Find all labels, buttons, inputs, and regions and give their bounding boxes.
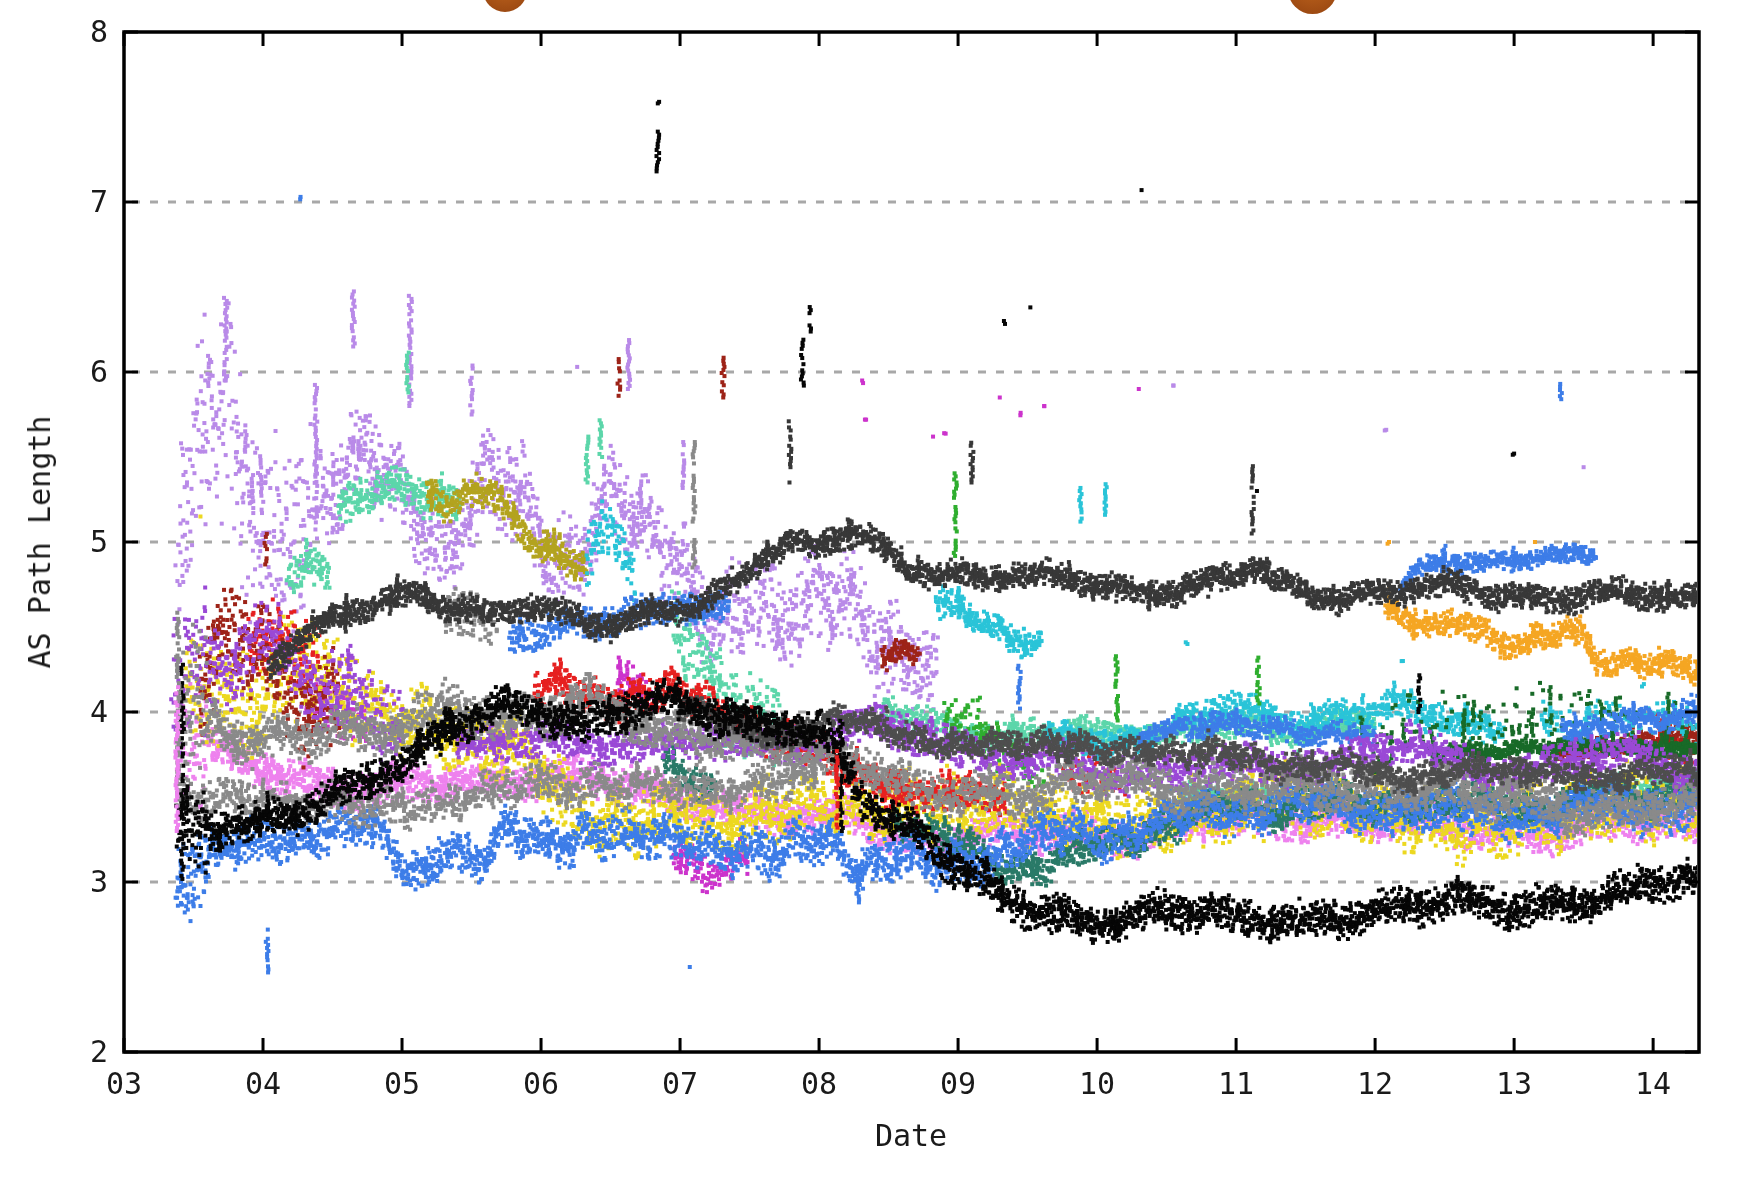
x-axis-title: Date [851, 1118, 971, 1154]
y-tick-label: 8 [38, 14, 108, 50]
chart-figure: AS Path Length Date 2345678 030405060708… [0, 0, 1740, 1180]
x-tick-label: 13 [1469, 1066, 1559, 1102]
x-tick-label: 11 [1191, 1066, 1281, 1102]
y-tick-label: 3 [38, 864, 108, 900]
y-tick-label: 5 [38, 524, 108, 560]
y-tick-label: 7 [38, 184, 108, 220]
x-tick-label: 03 [79, 1066, 169, 1102]
y-tick-label: 4 [38, 694, 108, 730]
x-tick-label: 09 [913, 1066, 1003, 1102]
plot-canvas [0, 0, 1740, 1180]
x-tick-label: 08 [774, 1066, 864, 1102]
x-tick-label: 12 [1330, 1066, 1420, 1102]
x-tick-label: 04 [218, 1066, 308, 1102]
x-tick-label: 07 [635, 1066, 725, 1102]
x-tick-label: 06 [496, 1066, 586, 1102]
x-tick-label: 10 [1052, 1066, 1142, 1102]
y-tick-label: 6 [38, 354, 108, 390]
x-tick-label: 05 [357, 1066, 447, 1102]
x-tick-label: 14 [1608, 1066, 1698, 1102]
y-tick-label: 2 [38, 1034, 108, 1070]
